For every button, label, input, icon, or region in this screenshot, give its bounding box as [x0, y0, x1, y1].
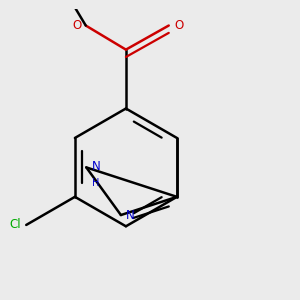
- Text: N: N: [92, 160, 100, 172]
- Text: Cl: Cl: [9, 218, 21, 231]
- Text: O: O: [174, 19, 183, 32]
- Text: N: N: [126, 208, 135, 221]
- Text: O: O: [73, 19, 82, 32]
- Text: H: H: [92, 178, 99, 188]
